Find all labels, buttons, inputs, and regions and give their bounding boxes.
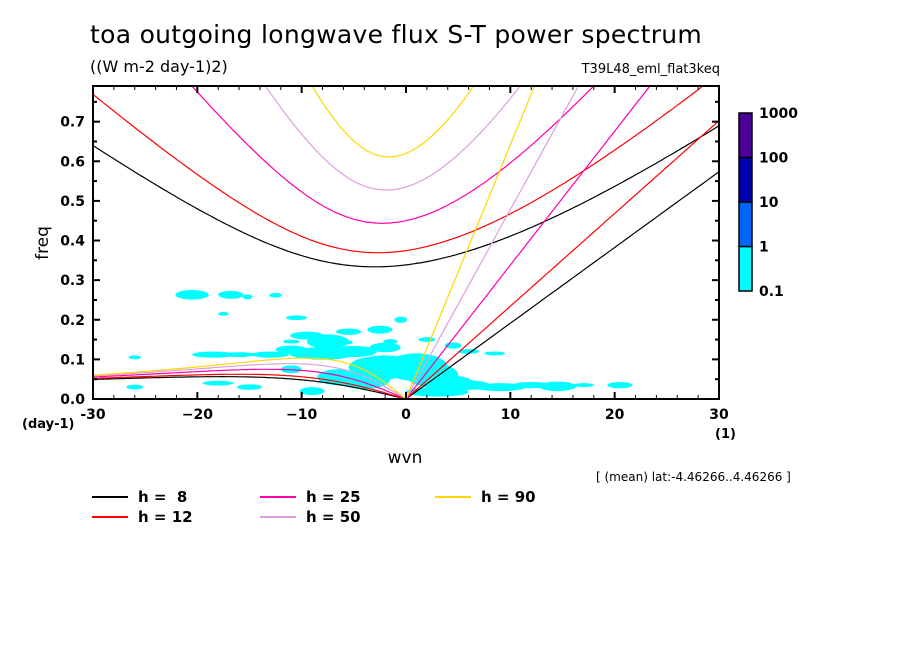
legend-swatch bbox=[260, 496, 296, 498]
contour-blob bbox=[126, 384, 144, 390]
legend-label: h = 25 bbox=[306, 488, 361, 506]
rossby-curve bbox=[93, 363, 407, 399]
x-tick-label: 10 bbox=[501, 407, 521, 423]
legend-item: h = 50 bbox=[260, 508, 361, 526]
legend-item: h = 25 bbox=[260, 488, 361, 506]
contour-blob bbox=[192, 351, 234, 358]
y-tick-label: 0.7 bbox=[60, 115, 85, 131]
contour-blob bbox=[218, 311, 229, 316]
colorbar-label: 10 bbox=[759, 195, 779, 211]
x-tick-label: −10 bbox=[286, 407, 317, 423]
rossby-curve bbox=[93, 357, 407, 399]
contour-blob bbox=[299, 387, 325, 396]
y-unit-label: (day-1) bbox=[22, 417, 74, 432]
legend-label: h = 12 bbox=[138, 508, 193, 526]
inertia-gravity-curve bbox=[93, 86, 704, 254]
contour-blob bbox=[572, 383, 594, 388]
colorbar-label: 0.1 bbox=[759, 284, 784, 300]
inertia-gravity-curve bbox=[311, 86, 475, 158]
inertia-gravity-curve bbox=[264, 86, 522, 191]
contour-blob bbox=[484, 351, 506, 356]
contour-blob bbox=[306, 334, 349, 349]
colorbar-label: 100 bbox=[759, 151, 788, 167]
contour-blob bbox=[202, 380, 234, 386]
inertia-gravity-curve bbox=[191, 86, 595, 224]
x-tick-label: 30 bbox=[709, 407, 729, 423]
contour-blob bbox=[128, 355, 141, 360]
contour-blob bbox=[275, 345, 307, 354]
legend-swatch bbox=[92, 496, 128, 498]
y-tick-label: 0.2 bbox=[60, 313, 85, 329]
contour-blob bbox=[538, 381, 577, 392]
y-tick-label: 0.3 bbox=[60, 273, 85, 289]
contour-blob bbox=[236, 384, 263, 390]
plot-border bbox=[92, 85, 720, 400]
colorbar-segment bbox=[738, 245, 753, 292]
contour-blob bbox=[222, 352, 256, 358]
colorbar-label: 1 bbox=[759, 240, 769, 256]
contour-blob bbox=[367, 325, 393, 334]
colorbar-segment bbox=[738, 112, 753, 159]
legend-swatch bbox=[92, 516, 128, 518]
region-note: [ (mean) lat:-4.46266..4.46266 ] bbox=[596, 470, 791, 484]
contour-blob bbox=[418, 337, 436, 342]
contour-blob bbox=[251, 351, 290, 358]
y-tick-label: 0.5 bbox=[60, 194, 85, 210]
contour-blob bbox=[282, 339, 300, 344]
legend-item: h = 8 bbox=[92, 488, 187, 506]
contour-blob bbox=[406, 387, 469, 397]
x-axis-title: wvn bbox=[388, 448, 423, 468]
legend-label: h = 8 bbox=[138, 488, 188, 506]
contour-blob bbox=[369, 342, 401, 353]
legend-label: h = 50 bbox=[306, 508, 361, 526]
y-tick-label: 0.1 bbox=[60, 352, 85, 368]
legend-swatch bbox=[260, 516, 296, 518]
colorbar-segment bbox=[738, 201, 753, 248]
x-tick-label: −20 bbox=[182, 407, 213, 423]
contour-blob bbox=[269, 292, 282, 298]
plot-frame: -30 −20 −10 0 10 20 30 0.0 0.1 0.2 0.3 0.4 0.5 0.6 0.7 bbox=[60, 85, 729, 423]
rossby-curve bbox=[93, 376, 407, 399]
legend-label: h = 90 bbox=[481, 488, 536, 506]
y-tick-label: 0.0 bbox=[60, 392, 85, 408]
legend: h = 8 h = 12 h = 25 h = 50 h = 90 bbox=[92, 488, 592, 528]
x-unit-label: (1) bbox=[715, 427, 736, 442]
contour-blob bbox=[607, 381, 633, 389]
colorbar: 0.1 1 10 100 1000 bbox=[738, 106, 798, 300]
y-tick-label: 0.4 bbox=[60, 234, 85, 250]
contour-blob bbox=[330, 345, 377, 358]
y-axis-title: freq bbox=[33, 226, 53, 260]
x-tick-label: 20 bbox=[605, 407, 625, 423]
power-contours bbox=[126, 290, 633, 397]
legend-item: h = 12 bbox=[92, 508, 193, 526]
chart-units: ((W m-2 day-1)2) bbox=[90, 57, 228, 76]
dispersion-curves bbox=[93, 86, 719, 399]
legend-item: h = 90 bbox=[435, 488, 536, 506]
contour-blob bbox=[336, 328, 362, 335]
rossby-curve bbox=[93, 368, 407, 399]
kelvin-curve bbox=[405, 86, 580, 399]
experiment-label: T39L48_eml_flat3keq bbox=[581, 62, 720, 77]
contour-blob bbox=[286, 315, 307, 321]
contour-blob bbox=[338, 339, 353, 345]
x-tick-label: -30 bbox=[80, 407, 106, 423]
kelvin-curve bbox=[405, 86, 536, 399]
kelvin-curve bbox=[405, 171, 719, 399]
chart-title: toa outgoing longwave flux S-T power spe… bbox=[90, 20, 703, 49]
contour-blob bbox=[175, 290, 209, 300]
legend-swatch bbox=[435, 496, 471, 498]
colorbar-label: 1000 bbox=[759, 106, 798, 122]
colorbar-segment bbox=[738, 156, 753, 203]
rossby-curve bbox=[93, 373, 407, 399]
x-tick-label: 0 bbox=[401, 407, 411, 423]
contour-blob bbox=[383, 339, 398, 344]
kelvin-curve bbox=[405, 86, 651, 399]
contour-blob bbox=[394, 316, 408, 323]
kelvin-curve bbox=[405, 120, 719, 399]
y-tick-label: 0.6 bbox=[60, 154, 85, 170]
contour-blob bbox=[218, 290, 244, 299]
contour-blob bbox=[242, 294, 253, 300]
inertia-gravity-curve bbox=[93, 125, 719, 268]
